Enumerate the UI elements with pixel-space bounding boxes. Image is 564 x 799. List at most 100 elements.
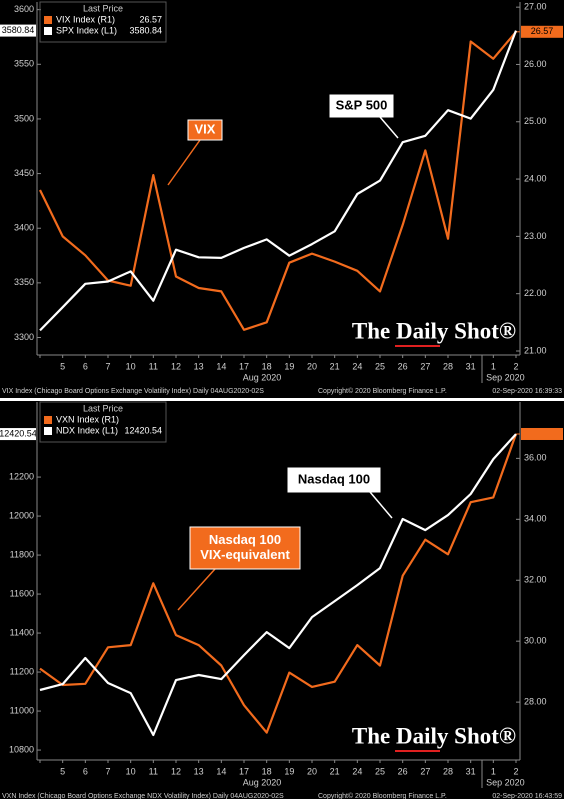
y2-tick-label: 36.00 [524, 453, 547, 463]
y-tick-label: 3600 [14, 4, 34, 14]
annotation-pointer [379, 116, 399, 139]
watermark: The Daily Shot® [352, 723, 516, 748]
y2-tick-label: 27.00 [524, 2, 547, 12]
last-price-label: 3580.84 [2, 25, 35, 35]
month-label: Sep 2020 [486, 372, 525, 382]
footer-text: VXN Index (Chicago Board Options Exchang… [2, 793, 284, 799]
y2-tick-label: 21.00 [524, 345, 547, 355]
x-tick-label: 28 [443, 766, 453, 776]
x-tick-label: 6 [83, 361, 88, 371]
y2-tick-label: 34.00 [524, 514, 547, 524]
legend-swatch [44, 416, 52, 424]
y-tick-label: 11000 [10, 705, 34, 715]
last-price-box [521, 25, 563, 38]
y2-tick-label: 28.00 [524, 696, 547, 706]
last-price-box [0, 24, 36, 37]
month-label: Aug 2020 [243, 372, 282, 382]
annotation-text: Nasdaq 100 [209, 532, 281, 547]
series-line [39, 31, 517, 331]
y-tick-label: 3400 [14, 223, 34, 233]
x-tick-label: 13 [194, 361, 204, 371]
footer-text: VIX Index (Chicago Board Options Exchang… [2, 388, 264, 395]
annotation-text: S&P 500 [336, 97, 388, 112]
last-price-label: 26.57 [531, 26, 554, 36]
annotation-box [287, 467, 381, 493]
x-tick-label: 20 [307, 361, 317, 371]
series-line [39, 30, 518, 332]
x-tick-label: 25 [375, 361, 385, 371]
annotation-pointer [369, 491, 393, 519]
x-tick-label: 1 [491, 766, 496, 776]
x-tick-label: 7 [105, 361, 110, 371]
y-tick-label: 11600 [10, 588, 34, 598]
x-tick-label: 31 [466, 766, 476, 776]
x-tick-label: 11 [149, 361, 158, 371]
annotation-text: VIX-equivalent [200, 547, 290, 562]
x-tick-label: 21 [330, 766, 340, 776]
x-tick-label: 19 [284, 361, 294, 371]
y2-tick-label: 30.00 [524, 636, 547, 646]
series-line [39, 433, 518, 734]
legend-swatch [44, 27, 52, 35]
x-tick-label: 2 [513, 361, 518, 371]
legend-value: 12420.54 [124, 425, 162, 435]
x-tick-label: 14 [216, 361, 226, 371]
x-tick-label: 10 [126, 361, 136, 371]
x-tick-label: 1 [491, 361, 496, 371]
x-tick-label: 25 [375, 766, 385, 776]
annotation-pointer [167, 139, 201, 186]
legend-value: 26.57 [139, 14, 162, 24]
y2-tick-label: 26.00 [524, 59, 547, 69]
last-price-label: 12420.54 [0, 428, 37, 438]
y2-tick-label: 25.00 [524, 116, 547, 126]
x-tick-label: 14 [216, 766, 226, 776]
x-tick-label: 13 [194, 766, 204, 776]
legend-label: SPX Index (L1) [56, 25, 117, 35]
panel-background [0, 401, 564, 799]
x-tick-label: 27 [420, 361, 430, 371]
footer-text: Copyright© 2020 Bloomberg Finance L.P. [318, 387, 447, 395]
y2-tick-label: 22.00 [524, 288, 547, 298]
annotation-box [329, 94, 394, 118]
last-price-box [521, 427, 563, 440]
series-line [39, 433, 517, 737]
watermark: The Daily Shot® [352, 318, 516, 343]
legend-label: VIX Index (R1) [56, 14, 115, 24]
panel-background [0, 0, 564, 398]
annotation-pointer [177, 568, 216, 611]
y-tick-label: 3350 [14, 277, 34, 287]
x-tick-label: 28 [443, 361, 453, 371]
x-tick-label: 19 [284, 766, 294, 776]
x-tick-label: 26 [398, 361, 408, 371]
x-tick-label: 20 [307, 766, 317, 776]
footer-text: 02-Sep-2020 16:39:33 [492, 388, 562, 395]
x-tick-label: 27 [420, 766, 430, 776]
y-tick-label: 12200 [9, 471, 34, 481]
x-tick-label: 2 [513, 766, 518, 776]
x-tick-label: 10 [126, 766, 136, 776]
x-tick-label: 18 [262, 766, 272, 776]
footer-text: Copyright© 2020 Bloomberg Finance L.P. [318, 792, 447, 799]
footer-text: 02-Sep-2020 16:43:59 [492, 793, 562, 799]
month-label: Sep 2020 [486, 777, 525, 787]
annotation-text: Nasdaq 100 [298, 471, 370, 486]
y2-tick-label: 32.00 [524, 575, 547, 585]
legend-value: 3580.84 [129, 25, 162, 35]
y-tick-label: 10800 [9, 744, 34, 754]
legend-box [39, 401, 167, 443]
legend-swatch [44, 427, 52, 435]
legend-title: Last Price [83, 403, 123, 413]
last-price-box [0, 428, 36, 441]
x-tick-label: 24 [352, 766, 362, 776]
x-tick-label: 26 [398, 766, 408, 776]
y-tick-label: 3300 [14, 332, 34, 342]
annotation-text: VIX [195, 121, 216, 136]
x-tick-label: 17 [239, 361, 249, 371]
y-tick-label: 12000 [9, 510, 34, 520]
y-tick-label: 3550 [14, 59, 34, 69]
x-tick-label: 5 [60, 766, 65, 776]
legend-label: VXN Index (R1) [56, 414, 119, 424]
annotation-box [189, 526, 301, 570]
x-tick-label: 5 [60, 361, 65, 371]
